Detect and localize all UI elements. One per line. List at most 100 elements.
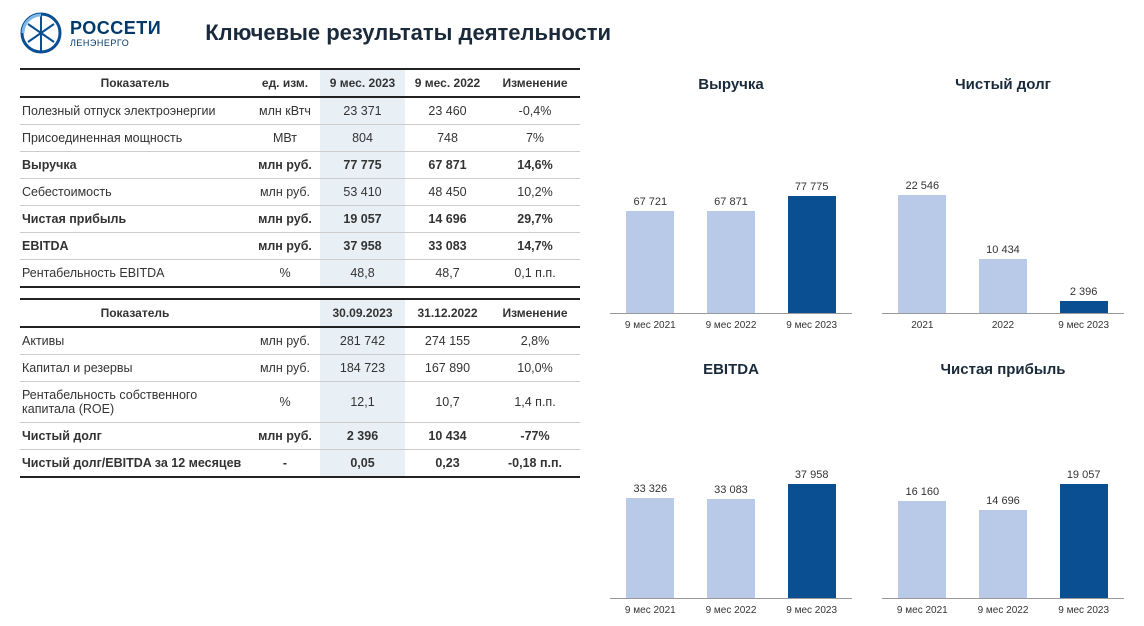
bar-value-label: 77 775 <box>795 181 829 193</box>
chart: Чистая прибыль 16 160 14 696 19 057 9 мес 20… <box>882 361 1124 616</box>
bar-value-label: 2 396 <box>1070 286 1098 298</box>
table-cell: 48 450 <box>405 179 490 206</box>
bar-wrap: 67 871 <box>701 105 761 313</box>
table-cell: млн руб. <box>250 423 320 450</box>
bar-wrap: 67 721 <box>620 105 680 313</box>
table-cell: 29,7% <box>490 206 580 233</box>
table-cell: % <box>250 382 320 423</box>
col-header: 30.09.2023 <box>320 299 405 327</box>
x-axis-label: 9 мес 2021 <box>620 605 680 616</box>
bar-value-label: 67 871 <box>714 196 748 208</box>
results-table-2: Показатель30.09.202331.12.2022Изменение … <box>20 298 580 478</box>
bar-wrap: 77 775 <box>782 105 842 313</box>
bar-wrap: 37 958 <box>782 390 842 598</box>
chart-title: Чистая прибыль <box>882 361 1124 378</box>
x-axis-label: 9 мес 2021 <box>892 605 952 616</box>
table-cell: 37 958 <box>320 233 405 260</box>
bar <box>788 484 836 598</box>
x-axis-label: 9 мес 2021 <box>620 320 680 331</box>
table-cell: 23 460 <box>405 97 490 125</box>
table-cell: Выручка <box>20 152 250 179</box>
x-axis-label: 9 мес 2023 <box>782 320 842 331</box>
bar-wrap: 16 160 <box>892 390 952 598</box>
table-cell: млн руб. <box>250 179 320 206</box>
col-header: Изменение <box>490 299 580 327</box>
table-row: Активымлн руб.281 742274 1552,8% <box>20 327 580 355</box>
table-cell: 0,23 <box>405 450 490 478</box>
table-cell: Себестоимость <box>20 179 250 206</box>
x-axis-label: 9 мес 2023 <box>782 605 842 616</box>
table-cell: 1,4 п.п. <box>490 382 580 423</box>
bar <box>1060 484 1108 598</box>
table-row: Рентабельность EBITDA%48,848,70,1 п.п. <box>20 260 580 288</box>
bar <box>898 195 946 313</box>
chart: Чистый долг22 54610 4342 396202120229 ме… <box>882 76 1124 331</box>
table-cell: 14,6% <box>490 152 580 179</box>
bar <box>898 501 946 598</box>
table-cell: Активы <box>20 327 250 355</box>
table-cell: 167 890 <box>405 355 490 382</box>
table-cell: 10 434 <box>405 423 490 450</box>
x-axis-label: 2022 <box>973 320 1033 331</box>
chart: Выручка67 72167 87177 7759 мес 20219 мес… <box>610 76 852 331</box>
table-cell: Рентабельность собственного капитала (RO… <box>20 382 250 423</box>
table-cell: 77 775 <box>320 152 405 179</box>
table-cell: млн руб. <box>250 152 320 179</box>
bar-value-label: 10 434 <box>986 244 1020 256</box>
chart-title: Чистый долг <box>882 76 1124 93</box>
table-cell: 10,7 <box>405 382 490 423</box>
col-header: Показатель <box>20 69 250 97</box>
table-cell: 67 871 <box>405 152 490 179</box>
table-cell: 2 396 <box>320 423 405 450</box>
bar-wrap: 19 057 <box>1054 390 1114 598</box>
col-header: Изменение <box>490 69 580 97</box>
bar-wrap: 22 546 <box>892 105 952 313</box>
table-row: Чистый долг/EBITDA за 12 месяцев-0,050,2… <box>20 450 580 478</box>
logo: РОССЕТИ ЛЕНЭНЕРГО <box>20 12 161 54</box>
bar-wrap: 10 434 <box>973 105 1033 313</box>
x-axis-labels: 9 мес 20219 мес 20229 мес 2023 <box>610 320 852 331</box>
x-axis-label: 9 мес 2022 <box>973 605 1033 616</box>
table-cell: МВт <box>250 125 320 152</box>
table-cell: 14,7% <box>490 233 580 260</box>
bar-value-label: 67 721 <box>634 196 668 208</box>
bars-area: 33 326 33 083 37 958 <box>610 390 852 599</box>
bar <box>1060 301 1108 314</box>
table-row: Чистый долгмлн руб.2 39610 434-77% <box>20 423 580 450</box>
bar <box>979 510 1027 598</box>
page-title: Ключевые результаты деятельности <box>205 20 611 46</box>
table-cell: млн руб. <box>250 206 320 233</box>
col-header: 9 мес. 2023 <box>320 69 405 97</box>
brand-main: РОССЕТИ <box>70 19 161 37</box>
x-axis-labels: 9 мес 2021 9 мес 2022 9 мес 2023 <box>610 605 852 616</box>
bars-area: 16 160 14 696 19 057 <box>882 390 1124 599</box>
table-cell: 19 057 <box>320 206 405 233</box>
table-row: Капитал и резервымлн руб.184 723167 8901… <box>20 355 580 382</box>
x-axis-label: 9 мес 2023 <box>1054 320 1114 331</box>
table-cell: 14 696 <box>405 206 490 233</box>
table-cell: -77% <box>490 423 580 450</box>
bar-wrap: 14 696 <box>973 390 1033 598</box>
table-row: Себестоимостьмлн руб.53 41048 45010,2% <box>20 179 580 206</box>
brand-sub: ЛЕНЭНЕРГО <box>70 39 161 48</box>
table-cell: 10,2% <box>490 179 580 206</box>
table-cell: 804 <box>320 125 405 152</box>
table-row: Присоединенная мощностьМВт8047487% <box>20 125 580 152</box>
table-cell: -0,4% <box>490 97 580 125</box>
bar-wrap: 33 326 <box>620 390 680 598</box>
x-axis-label: 9 мес 2022 <box>701 605 761 616</box>
table-cell: Чистый долг <box>20 423 250 450</box>
bar-wrap: 2 396 <box>1054 105 1114 313</box>
bar-value-label: 19 057 <box>1067 469 1101 481</box>
bar-value-label: 22 546 <box>906 180 940 192</box>
table-cell: EBITDA <box>20 233 250 260</box>
table-cell: 33 083 <box>405 233 490 260</box>
table-cell: Чистая прибыль <box>20 206 250 233</box>
table-cell: млн руб. <box>250 327 320 355</box>
col-header: Показатель <box>20 299 250 327</box>
table-cell: 274 155 <box>405 327 490 355</box>
chart-title: EBITDA <box>610 361 852 378</box>
bar-wrap: 33 083 <box>701 390 761 598</box>
charts-panel: Выручка67 72167 87177 7759 мес 20219 мес… <box>610 68 1124 616</box>
results-table-1: Показательед. изм.9 мес. 20239 мес. 2022… <box>20 68 580 288</box>
